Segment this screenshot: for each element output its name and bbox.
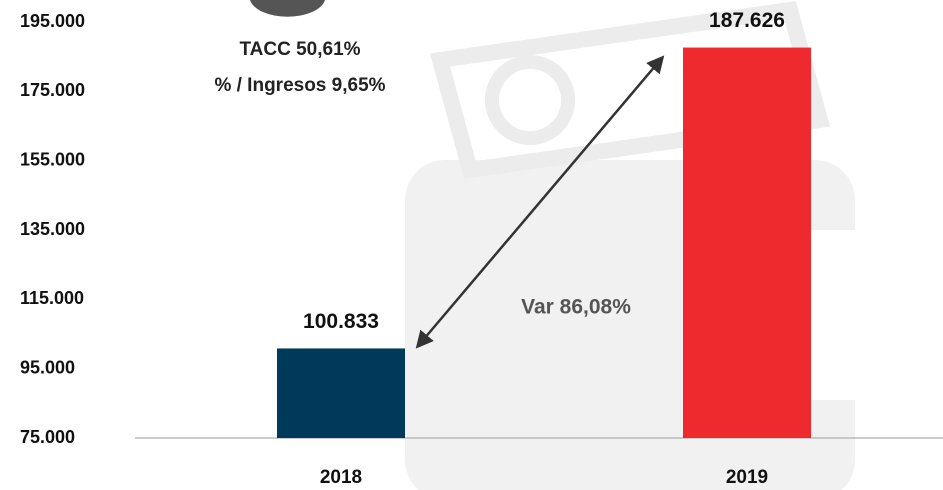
y-tick-label: 115.000: [20, 288, 84, 308]
x-tick-label: 2019: [726, 467, 768, 488]
annotation: % / Ingresos 9,65%: [214, 75, 385, 96]
variation-arrow: [415, 55, 665, 349]
bar: [683, 47, 811, 438]
y-tick-label: 135.000: [20, 219, 85, 239]
x-tick-label: 2018: [320, 467, 362, 488]
bar: [277, 348, 405, 438]
y-tick-label: 195.000: [20, 11, 85, 31]
y-tick-label: 155.000: [20, 149, 85, 169]
annotation: TACC 50,61%: [239, 39, 360, 60]
value-label: 100.833: [303, 310, 379, 333]
y-tick-label: 175.000: [20, 80, 85, 100]
y-tick-label: 75.000: [20, 427, 75, 447]
annotation: Var 86,08%: [521, 296, 631, 319]
y-tick-label: 95.000: [20, 357, 75, 377]
value-label: 187.626: [709, 9, 785, 32]
